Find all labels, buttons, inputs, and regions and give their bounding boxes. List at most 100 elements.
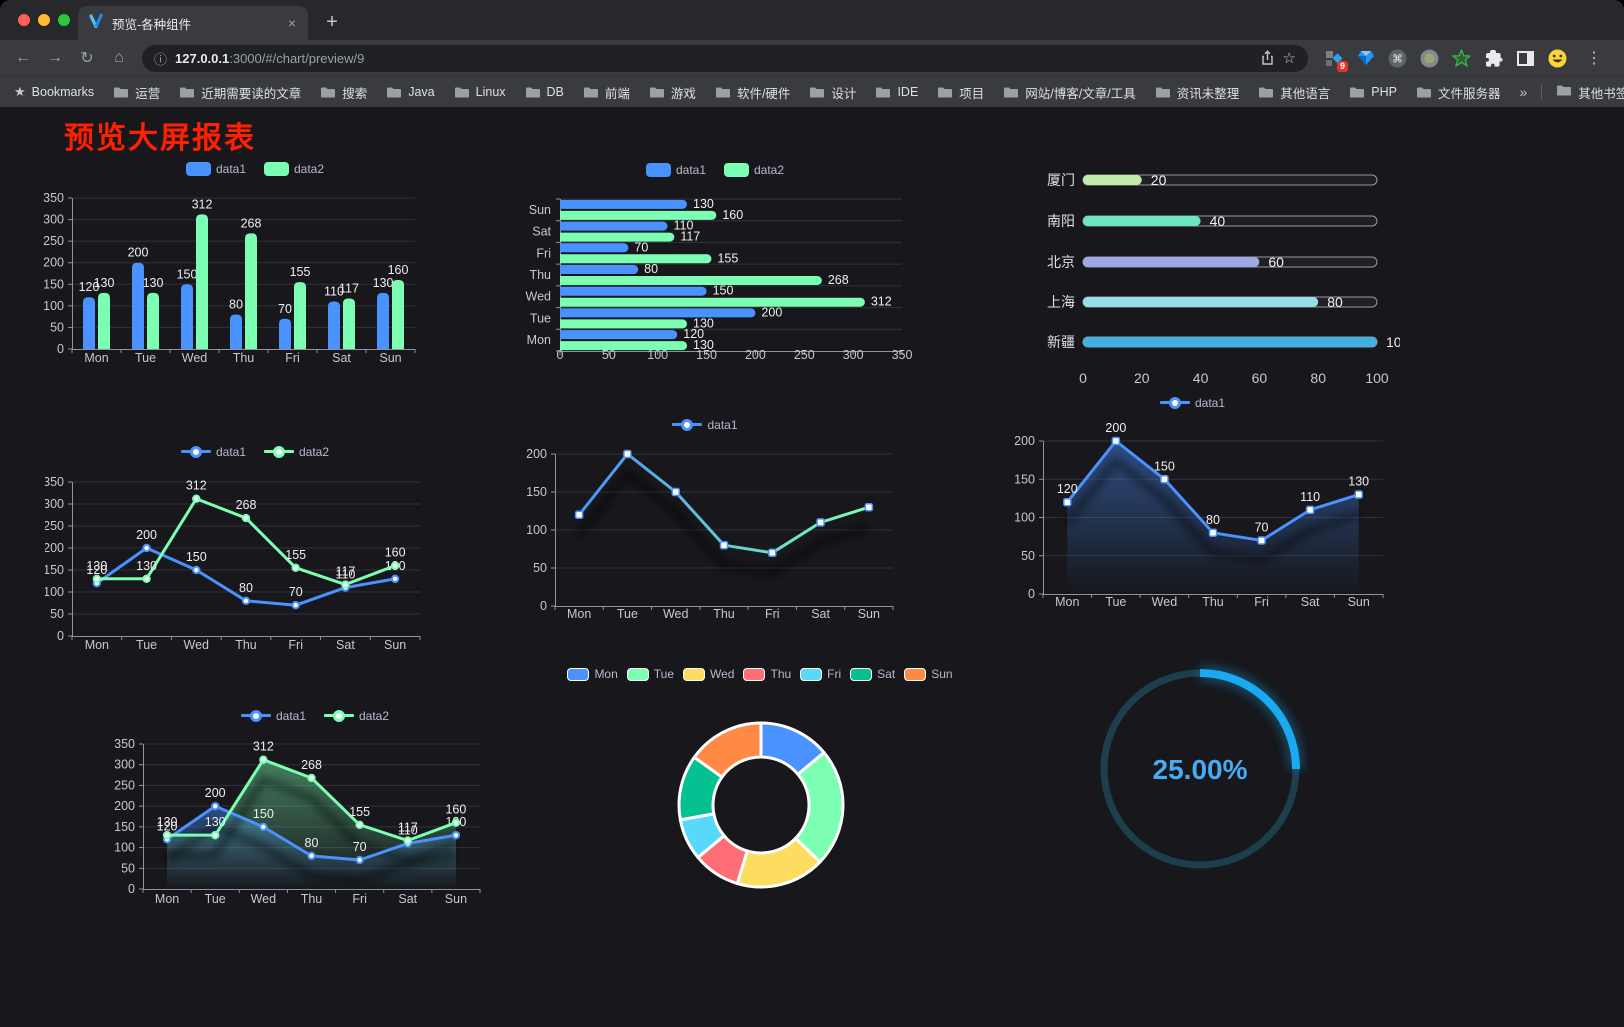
line-chart-canvas: 0 50 100 150 200 250 300 350 Mon Tue Wed Thu Fri Sat S… <box>43 475 421 652</box>
svg-text:南阳: 南阳 <box>1047 213 1075 229</box>
bookmark-item[interactable]: DB <box>525 85 564 99</box>
bookmarks-root[interactable]: ★ Bookmarks <box>14 84 94 100</box>
legend-label: data1 <box>675 163 706 177</box>
legend-item[interactable]: data2 <box>324 708 389 723</box>
bookmark-item[interactable]: 其他语言 <box>1258 83 1330 102</box>
browser-tab[interactable]: 预览-各种组件 × <box>78 6 308 40</box>
bookmarks-bar: ★ Bookmarks 运营 近期需要读的文章 搜索 Java Linux DB 前端 游戏 软… <box>0 76 1624 107</box>
legend-item[interactable]: Fri <box>800 667 841 681</box>
legend-item[interactable]: Tue <box>626 667 674 681</box>
legend-item[interactable]: Sat <box>850 667 895 681</box>
legend-item[interactable]: Sun <box>904 667 953 681</box>
bookmark-item[interactable]: 设计 <box>809 83 856 102</box>
svg-text:Thu: Thu <box>235 638 257 652</box>
svg-text:80: 80 <box>239 581 253 595</box>
legend-item[interactable]: Mon <box>567 667 618 681</box>
bookmark-label: 搜索 <box>342 86 368 101</box>
bookmark-label: 网站/博客/文章/工具 <box>1025 86 1136 101</box>
forward-icon[interactable]: → <box>47 49 63 66</box>
back-icon[interactable]: ← <box>15 49 31 66</box>
proxy-extension-icon[interactable]: 9 <box>1324 49 1348 72</box>
legend-item[interactable]: Wed <box>683 667 734 681</box>
svg-text:Fri: Fri <box>1254 595 1269 609</box>
home-icon[interactable]: ⌂ <box>114 49 124 66</box>
legend-item[interactable]: data1 <box>672 417 738 432</box>
bookmark-item[interactable]: 游戏 <box>649 83 696 102</box>
bookmark-star-icon[interactable]: ☆ <box>1282 50 1296 67</box>
legend-item[interactable]: data1 <box>645 163 706 177</box>
horizontal-bar-chart: data1 data2 0 50 100 150 200 250 300 350 Sun 130 160… <box>505 151 925 379</box>
side-panel-extension-icon[interactable] <box>1516 49 1535 68</box>
bookmark-item[interactable]: 网站/博客/文章/工具 <box>1003 83 1136 102</box>
svg-text:130: 130 <box>373 276 394 290</box>
svg-text:117: 117 <box>335 565 355 579</box>
bookmark-item[interactable]: Linux <box>454 85 506 99</box>
legend-label: Wed <box>710 667 735 681</box>
legend-item[interactable]: Thu <box>743 667 791 681</box>
legend-item[interactable]: data2 <box>724 163 784 177</box>
address-bar[interactable]: ⓘ 127.0.0.1 :3000/#/chart/preview/9 ☆ <box>142 44 1308 72</box>
share-icon[interactable] <box>1260 50 1275 66</box>
bookmarks-separator <box>1541 84 1543 100</box>
svg-text:Fri: Fri <box>352 892 367 906</box>
bookmark-item[interactable]: IDE <box>875 85 918 99</box>
tab-close-icon[interactable]: × <box>287 15 296 31</box>
svg-text:北京: 北京 <box>1047 254 1075 270</box>
legend-item[interactable]: data1 <box>1159 395 1225 410</box>
bookmark-item[interactable]: 资讯未整理 <box>1155 83 1239 102</box>
svg-text:0: 0 <box>57 629 64 643</box>
svg-text:Tue: Tue <box>136 638 157 652</box>
legend-item[interactable]: data2 <box>264 162 324 176</box>
svg-text:Mon: Mon <box>1055 595 1079 609</box>
svg-text:160: 160 <box>722 208 743 222</box>
svg-text:Fri: Fri <box>285 351 300 365</box>
traffic-light-close[interactable] <box>18 14 30 26</box>
legend-item[interactable]: data1 <box>185 162 246 176</box>
svg-text:150: 150 <box>114 820 135 834</box>
svg-text:Wed: Wed <box>251 892 277 906</box>
legend-item[interactable]: data1 <box>240 708 306 723</box>
bookmark-item[interactable]: 软件/硬件 <box>715 83 790 102</box>
svg-text:⌘: ⌘ <box>1392 53 1403 65</box>
extensions-puzzle-icon[interactable] <box>1484 49 1503 68</box>
svg-text:155: 155 <box>285 548 306 562</box>
svg-text:Wed: Wed <box>663 607 689 621</box>
legend-item[interactable]: data1 <box>180 444 246 459</box>
recorder-extension-icon[interactable] <box>1420 49 1439 68</box>
bookmarks-overflow-icon[interactable]: » <box>1519 84 1528 100</box>
svg-text:厦门: 厦门 <box>1047 172 1075 188</box>
svg-text:0: 0 <box>540 599 547 613</box>
new-tab-button[interactable]: + <box>326 10 338 33</box>
folder-icon <box>1556 84 1572 100</box>
svg-text:Wed: Wed <box>1152 595 1178 609</box>
legend-label: data2 <box>754 163 785 177</box>
bookmark-item[interactable]: 运营 <box>113 83 160 102</box>
emoji-extension-icon[interactable] <box>1548 49 1567 68</box>
legend-label: data2 <box>299 444 330 459</box>
svg-text:Sun: Sun <box>529 203 551 217</box>
reload-icon[interactable]: ↻ <box>80 50 94 67</box>
site-info-icon[interactable]: ⓘ <box>154 51 168 67</box>
other-bookmarks[interactable]: 其他书签 <box>1556 83 1624 102</box>
svg-text:120: 120 <box>79 280 100 294</box>
svg-text:Mon: Mon <box>527 333 551 347</box>
svg-text:50: 50 <box>1021 549 1035 563</box>
svg-text:50: 50 <box>50 607 64 621</box>
gauge-chart-canvas: 25.00% <box>1100 665 1304 869</box>
traffic-light-zoom[interactable] <box>58 14 70 26</box>
traffic-light-minimize[interactable] <box>38 14 50 26</box>
bookmark-item[interactable]: PHP <box>1349 85 1397 99</box>
gauge-chart: 25.00% <box>1080 651 1325 891</box>
bookmark-item[interactable]: 搜索 <box>320 83 367 102</box>
bookmark-item[interactable]: 前端 <box>583 83 630 102</box>
gem-extension-icon[interactable] <box>1356 49 1375 68</box>
legend-item[interactable]: data2 <box>264 444 329 459</box>
browser-menu-icon[interactable]: ⋮ <box>1586 50 1602 67</box>
svg-text:80: 80 <box>305 836 319 850</box>
bookmark-item[interactable]: Java <box>386 85 435 99</box>
command-extension-icon[interactable]: ⌘ <box>1388 49 1407 68</box>
bookmark-item[interactable]: 文件服务器 <box>1416 83 1500 102</box>
green-star-extension-icon[interactable] <box>1452 48 1471 68</box>
bookmark-item[interactable]: 近期需要读的文章 <box>179 83 301 102</box>
bookmark-item[interactable]: 项目 <box>937 83 984 102</box>
